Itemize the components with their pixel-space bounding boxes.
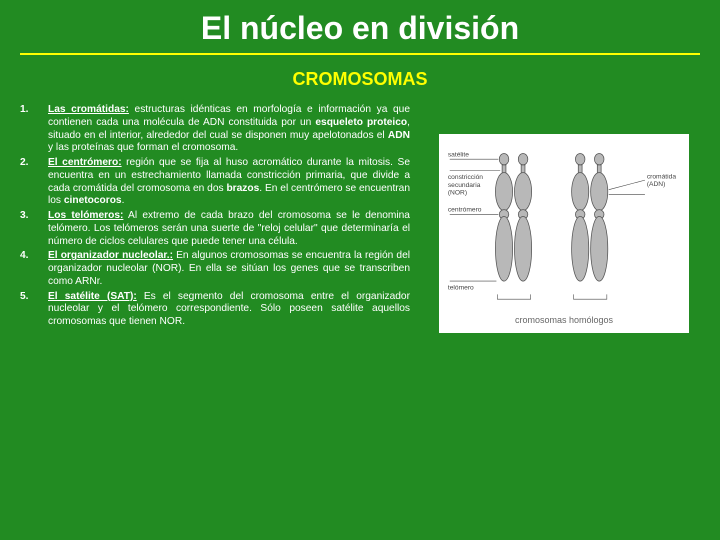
- content-row: Las cromátidas: estructuras idénticas en…: [20, 104, 700, 333]
- definition-item: El organizador nucleolar.: En algunos cr…: [20, 250, 410, 288]
- diagram-caption: cromosomas homólogos: [445, 315, 683, 325]
- definition-term: Los telómeros:: [48, 210, 123, 221]
- definition-term: El satélite (SAT):: [48, 291, 137, 302]
- label-telomere: telómero: [448, 285, 474, 292]
- definition-item: El satélite (SAT): Es el segmento del cr…: [20, 291, 410, 329]
- slide-subtitle: CROMOSOMAS: [20, 69, 700, 90]
- label-secondary: constricciónsecundaria(NOR): [448, 174, 483, 196]
- label-satellite: satélite: [448, 151, 469, 158]
- slide-title: El núcleo en división: [20, 10, 700, 47]
- chromosome-svg: satélite constricciónsecundaria(NOR) cen…: [445, 142, 683, 304]
- definition-item: El centrómero: región que se fija al hus…: [20, 157, 410, 208]
- definition-list: Las cromátidas: estructuras idénticas en…: [20, 104, 410, 329]
- text-column: Las cromátidas: estructuras idénticas en…: [20, 104, 410, 333]
- definition-term: El centrómero:: [48, 157, 122, 168]
- definition-term: El organizador nucleolar.:: [48, 250, 173, 261]
- definition-term: Las cromátidas:: [48, 104, 129, 115]
- label-centromere: centrómero: [448, 207, 482, 214]
- label-chromatid: cromátida(ADN): [647, 173, 677, 188]
- slide: El núcleo en división CROMOSOMAS Las cro…: [0, 0, 720, 540]
- definition-item: Las cromátidas: estructuras idénticas en…: [20, 104, 410, 155]
- definition-item: Los telómeros: Al extremo de cada brazo …: [20, 210, 410, 248]
- image-column: satélite constricciónsecundaria(NOR) cen…: [428, 104, 700, 333]
- title-rule: [20, 53, 700, 55]
- chromosome-diagram: satélite constricciónsecundaria(NOR) cen…: [439, 134, 689, 333]
